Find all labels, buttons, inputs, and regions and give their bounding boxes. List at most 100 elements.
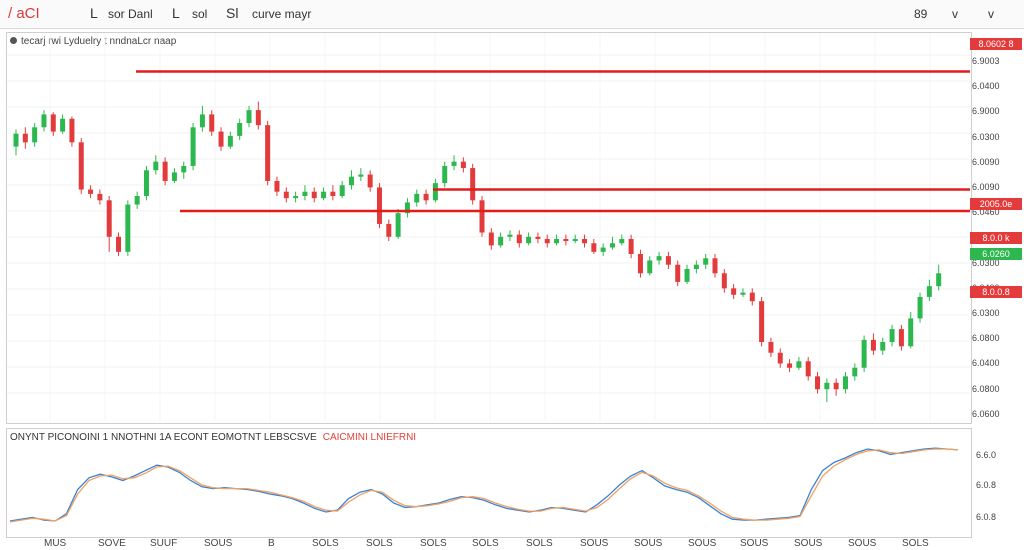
time-axis-label: SOVE xyxy=(98,538,126,549)
candle-body xyxy=(451,161,457,166)
time-axis-label: SOUS xyxy=(848,538,877,549)
toolbar-item-6[interactable]: curve mayr xyxy=(252,7,312,21)
time-axis-label: SOLS xyxy=(366,538,393,549)
candle-body xyxy=(498,236,504,246)
candle-body xyxy=(656,256,662,261)
toolbar-item-3[interactable]: L xyxy=(172,5,180,21)
candle-body xyxy=(246,110,252,123)
candle-body xyxy=(880,342,886,351)
symbol-label[interactable]: / aCI xyxy=(8,5,40,22)
candle-body xyxy=(349,176,355,186)
candle-body xyxy=(842,376,848,390)
candle-body xyxy=(563,238,569,242)
candle-body xyxy=(134,196,140,205)
candle-body xyxy=(395,213,401,237)
price-axis-label: 6.0090 xyxy=(972,156,1000,167)
candle-body xyxy=(274,180,280,192)
price-tag: 6.0260 xyxy=(970,248,1022,260)
price-axis-label: 6.9003 xyxy=(972,56,1000,66)
candle-body xyxy=(507,234,513,237)
chevron-down-icon[interactable]: v xyxy=(988,7,994,21)
candle-body xyxy=(209,114,215,132)
candle-body xyxy=(330,191,336,196)
candle-body xyxy=(628,238,634,254)
price-tag: 8.0602 8 xyxy=(970,38,1022,50)
candle-body xyxy=(199,114,205,128)
price-axis-label: 6.0460 xyxy=(972,207,1000,218)
candle-body xyxy=(339,185,345,196)
toolbar-item-4[interactable]: sol xyxy=(192,7,208,21)
toolbar-item-2[interactable]: sor Danl xyxy=(108,7,153,21)
candle-body xyxy=(404,202,410,214)
toolbar-item-1[interactable]: L xyxy=(90,5,98,21)
candle-body xyxy=(153,161,159,171)
candle-body xyxy=(898,329,904,347)
candle-body xyxy=(768,342,774,353)
time-axis-label: SOUS xyxy=(794,538,823,549)
toolbar-item-5[interactable]: Sl xyxy=(226,5,239,21)
time-axis-label: B xyxy=(268,538,275,549)
price-tag: 2005.0e xyxy=(970,198,1022,210)
candle-body xyxy=(554,238,560,244)
candle-body xyxy=(591,243,597,252)
candle-body xyxy=(293,196,299,199)
candle-body xyxy=(125,204,131,252)
candle-body xyxy=(237,123,243,136)
indicator-line-1 xyxy=(9,447,959,522)
candle-body xyxy=(731,288,737,295)
candle-body xyxy=(311,191,317,199)
time-axis-label: SOUS xyxy=(580,538,609,549)
price-axis-label: 6.0800 xyxy=(972,383,1000,394)
candle-body xyxy=(88,189,94,194)
price-axis-label: 6.0400 xyxy=(972,358,1000,369)
candle-body xyxy=(572,238,578,242)
candle-body xyxy=(535,236,541,239)
price-axis-label: 6.0600 xyxy=(972,408,1000,419)
candle-body xyxy=(470,168,476,201)
candle-body xyxy=(432,183,438,201)
candle-body xyxy=(582,238,588,244)
candle-body xyxy=(143,170,149,196)
candle-body xyxy=(116,236,122,252)
price-axis-label: 6.0300 xyxy=(972,257,1000,268)
candle-body xyxy=(647,260,653,274)
candle-body xyxy=(255,110,261,126)
candle-body xyxy=(50,114,56,132)
candle-body xyxy=(749,292,755,302)
price-axis-label: 6.0300 xyxy=(972,131,1000,142)
price-axis-label: 6.0400 xyxy=(972,81,1000,92)
candle-body xyxy=(926,286,932,297)
candle-body xyxy=(423,193,429,201)
top-toolbar: / aCI L sor Danl L sol Sl curve mayr 89 … xyxy=(0,0,1024,29)
time-axis-label: SOUS xyxy=(688,538,717,549)
indicator-pane[interactable] xyxy=(6,428,972,538)
candle-body xyxy=(908,318,914,347)
toolbar-right-1[interactable]: 89 xyxy=(914,7,928,21)
candle-body xyxy=(870,339,876,351)
candle-body xyxy=(106,200,112,237)
price-axis-label: 6.0090 xyxy=(972,182,1000,192)
eye-icon[interactable] xyxy=(10,37,17,44)
candle-body xyxy=(265,125,271,181)
candle-body xyxy=(386,223,392,237)
time-axis-label: SOLS xyxy=(526,538,553,549)
price-chart-pane[interactable] xyxy=(6,32,972,424)
candle-body xyxy=(609,243,615,248)
indicator-axis-label: 6.6.0 xyxy=(976,450,997,460)
candle-body xyxy=(936,273,942,287)
candle-body xyxy=(917,296,923,319)
candle-body xyxy=(759,301,765,342)
price-axis-label: 6.9000 xyxy=(972,106,1000,117)
indicator-legend-text: ONYNT PICONOINI 1 NNOTHNI 1A ECONT EOMOT… xyxy=(10,432,317,443)
candle-body xyxy=(442,165,448,184)
candle-body xyxy=(227,135,233,147)
candle-body xyxy=(321,191,327,199)
time-axis-label: MUS xyxy=(44,538,67,549)
candle-body xyxy=(600,247,606,252)
chevron-down-icon[interactable]: v xyxy=(952,7,958,21)
candle-body xyxy=(97,193,103,201)
candle-body xyxy=(787,363,793,368)
candle-body xyxy=(414,193,420,203)
time-axis-label: SOUS xyxy=(204,538,233,549)
